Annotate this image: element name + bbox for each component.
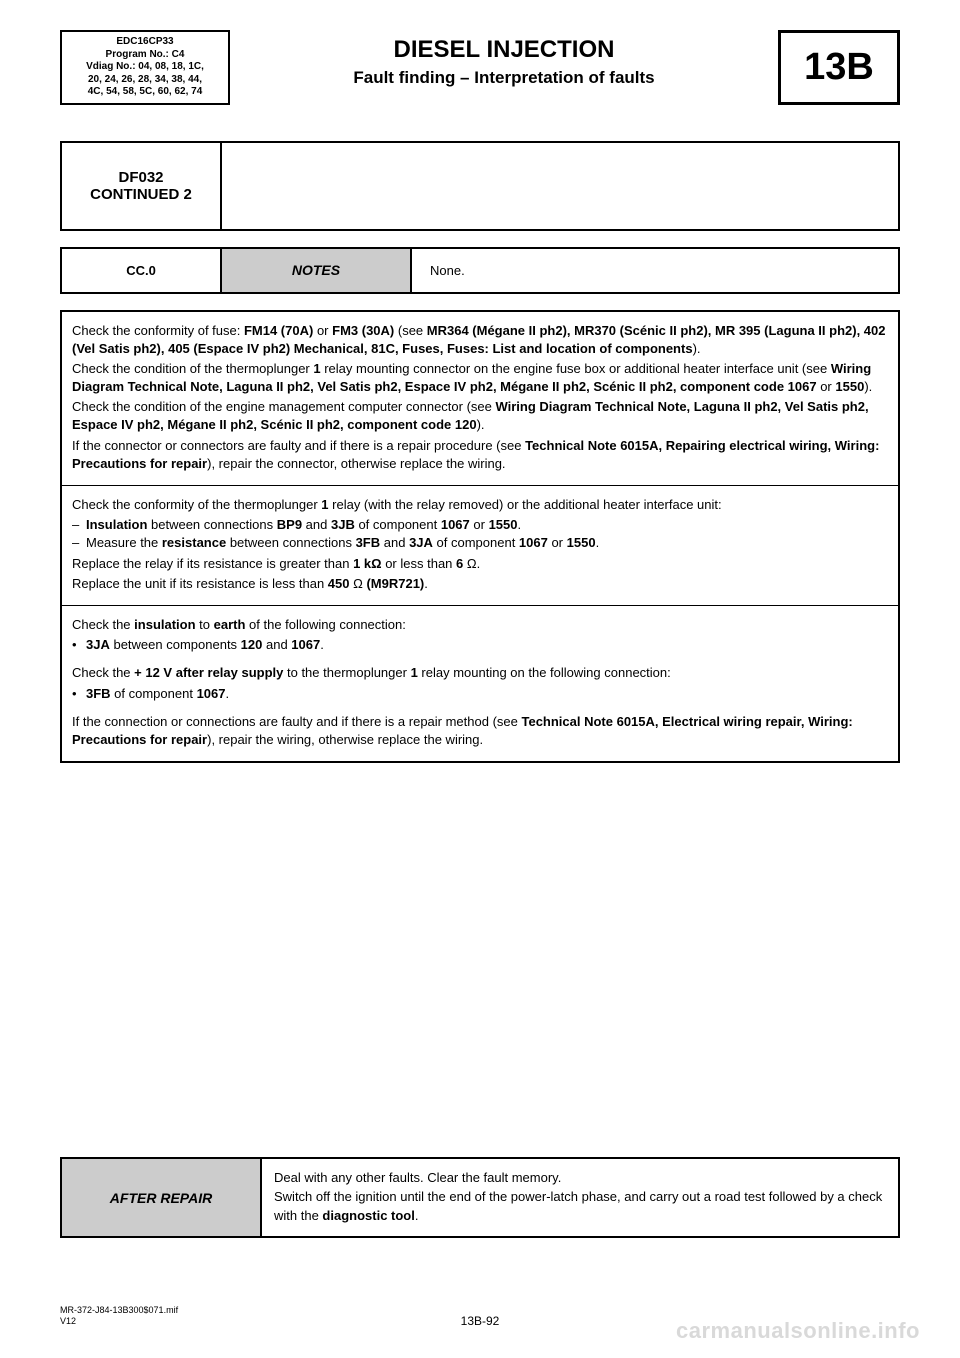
page-subtitle: Fault finding – Interpretation of faults: [240, 68, 768, 88]
header-ident-line: 4C, 54, 58, 5C, 60, 62, 74: [64, 86, 226, 99]
condition-row: CC.0 NOTES None.: [60, 247, 900, 294]
header-ident-line: EDC16CP33: [64, 36, 226, 49]
condition-code: CC.0: [62, 249, 222, 292]
instruction-text: Check the condition of the engine manage…: [72, 398, 888, 434]
after-repair-label: AFTER REPAIR: [62, 1159, 262, 1236]
instruction-box-3: Check the insulation to earth of the fol…: [62, 605, 898, 761]
after-repair-text: Deal with any other faults. Clear the fa…: [262, 1159, 898, 1236]
instruction-box-2: Check the conformity of the thermoplunge…: [62, 485, 898, 605]
page: EDC16CP33 Program No.: C4 Vdiag No.: 04,…: [0, 0, 960, 1358]
list-item: Measure the resistance between connectio…: [72, 534, 888, 552]
instruction-text: Check the + 12 V after relay supply to t…: [72, 664, 888, 682]
instruction-text: Replace the relay if its resistance is g…: [72, 555, 888, 573]
header-ident-box: EDC16CP33 Program No.: C4 Vdiag No.: 04,…: [60, 30, 230, 105]
fault-heading-box: DF032 CONTINUED 2: [60, 141, 900, 231]
header-center: DIESEL INJECTION Fault finding – Interpr…: [240, 30, 768, 105]
instruction-text: Check the condition of the thermoplunger…: [72, 360, 888, 396]
instruction-stack: Check the conformity of fuse: FM14 (70A)…: [60, 310, 900, 764]
instruction-text: Check the insulation to earth of the fol…: [72, 616, 888, 634]
section-code: 13B: [804, 46, 874, 89]
header-ident-line: Vdiag No.: 04, 08, 18, 1C,: [64, 61, 226, 74]
fault-heading-spacer: [222, 143, 898, 229]
notes-value: None.: [412, 249, 898, 292]
notes-label: NOTES: [222, 249, 412, 292]
instruction-box-1: Check the conformity of fuse: FM14 (70A)…: [62, 312, 898, 486]
after-repair-row: AFTER REPAIR Deal with any other faults.…: [60, 1157, 900, 1238]
page-title: DIESEL INJECTION: [240, 36, 768, 64]
header-row: EDC16CP33 Program No.: C4 Vdiag No.: 04,…: [60, 30, 900, 105]
fault-code: DF032: [70, 169, 212, 186]
instruction-list: 3JA between components 120 and 1067.: [72, 636, 888, 654]
watermark: carmanualsonline.info: [676, 1318, 920, 1344]
fault-continued: CONTINUED 2: [70, 186, 212, 203]
instruction-list: 3FB of component 1067.: [72, 685, 888, 703]
list-item: 3JA between components 120 and 1067.: [72, 636, 888, 654]
header-ident-line: Program No.: C4: [64, 49, 226, 62]
header-ident-line: 20, 24, 26, 28, 34, 38, 44,: [64, 74, 226, 87]
instruction-text: Check the conformity of fuse: FM14 (70A)…: [72, 322, 888, 358]
instruction-text: Check the conformity of the thermoplunge…: [72, 496, 888, 514]
section-code-box: 13B: [778, 30, 900, 105]
list-item: Insulation between connections BP9 and 3…: [72, 516, 888, 534]
fault-heading: DF032 CONTINUED 2: [62, 143, 222, 229]
instruction-list: Insulation between connections BP9 and 3…: [72, 516, 888, 552]
instruction-text: If the connector or connectors are fault…: [72, 437, 888, 473]
list-item: 3FB of component 1067.: [72, 685, 888, 703]
instruction-text: If the connection or connections are fau…: [72, 713, 888, 749]
instruction-text: Replace the unit if its resistance is le…: [72, 575, 888, 593]
